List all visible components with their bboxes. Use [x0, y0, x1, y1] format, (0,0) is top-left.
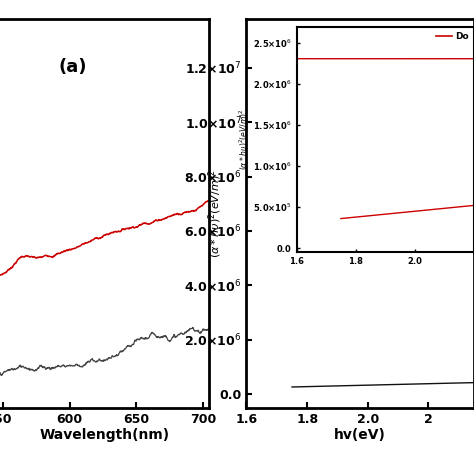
Text: $(\alpha*h\upsilon)^2(eV/m)^2$: $(\alpha*h\upsilon)^2(eV/m)^2$	[207, 169, 225, 258]
X-axis label: Wavelength(nm): Wavelength(nm)	[39, 428, 169, 442]
Text: (a): (a)	[58, 58, 87, 76]
X-axis label: hv(eV): hv(eV)	[334, 428, 386, 442]
